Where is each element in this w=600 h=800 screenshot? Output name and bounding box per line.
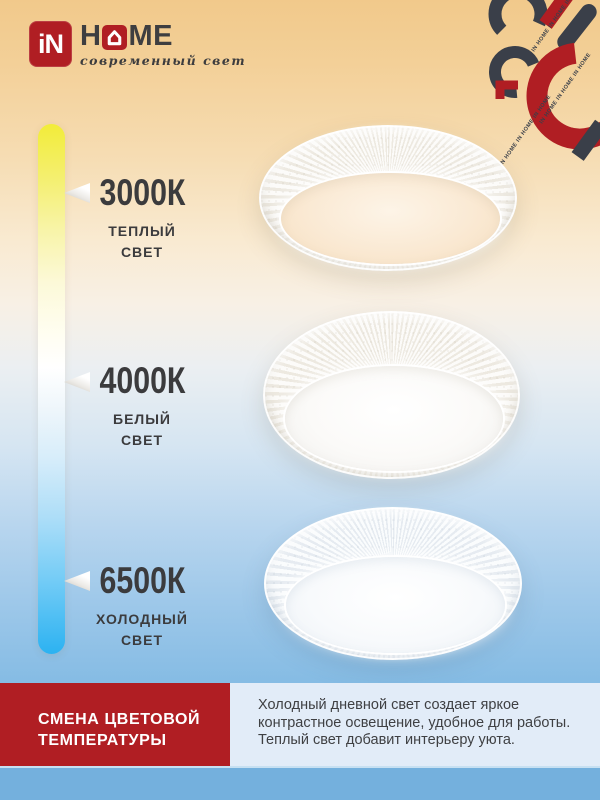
logo-mark-text: iN xyxy=(38,28,64,59)
temp-desc-6500k-line1: ХОЛОДНЫЙ xyxy=(96,611,188,627)
logo-letter-h: H xyxy=(80,20,102,52)
color-temperature-gradient-bar xyxy=(38,124,65,654)
logo-letters-me: ME xyxy=(128,20,173,52)
temp-desc-3000k-line2: СВЕТ xyxy=(120,244,164,260)
lamp-diffuser xyxy=(280,173,501,265)
footer-body-line1: Холодный дневной свет создает яркое xyxy=(258,697,520,713)
logo-wordmark: H ME современный свет xyxy=(80,21,246,68)
kelvin-value-3000k: 3000К xyxy=(98,172,186,213)
footer-description-panel: Холодный дневной свет создает яркое конт… xyxy=(230,683,600,766)
lamp-diffuser xyxy=(285,557,506,654)
temp-desc-4000k-line2: СВЕТ xyxy=(120,432,164,448)
footer-bottom-strip xyxy=(0,766,600,800)
footer-body-line2: контрастное освещение, удобное для работ… xyxy=(258,714,571,731)
kelvin-value-4000k: 4000К xyxy=(98,360,186,401)
logo-name: H ME xyxy=(80,21,246,51)
temp-desc-3000k-line1: ТЕПЛЫЙ xyxy=(108,223,176,239)
temp-desc-4000k-line1: БЕЛЫЙ xyxy=(113,411,171,427)
footer-title-line1: СМЕНА ЦВЕТОВОЙ xyxy=(38,711,201,728)
footer-title-line2: ТЕМПЕРАТУРЫ xyxy=(38,732,167,749)
temp-label-3000k: 3000К ТЕПЛЫЙ СВЕТ xyxy=(86,174,198,263)
kelvin-value-6500k: 6500К xyxy=(98,560,186,601)
ceiling-lamp-4000k-photo xyxy=(223,281,560,509)
footer-feature-title-box: СМЕНА ЦВЕТОВОЙ ТЕМПЕРАТУРЫ xyxy=(0,683,230,766)
temp-desc-6500k-line2: СВЕТ xyxy=(120,632,164,648)
logo-tagline: современный свет xyxy=(80,53,247,68)
ceiling-lamp-3000k-photo xyxy=(219,95,557,301)
ceiling-lamp-6500k-photo xyxy=(224,477,562,690)
temp-label-6500k: 6500К ХОЛОДНЫЙ СВЕТ xyxy=(86,562,198,651)
temp-label-4000k: 4000К БЕЛЫЙ СВЕТ xyxy=(86,362,198,451)
inhome-logo: iN H ME современный свет xyxy=(29,21,246,68)
inhome-logo-mark: iN xyxy=(29,21,72,67)
footer-body-line3: Теплый свет добавит интерьеру уюта. xyxy=(258,732,515,748)
house-icon xyxy=(102,24,128,50)
lamp-diffuser xyxy=(284,366,504,472)
